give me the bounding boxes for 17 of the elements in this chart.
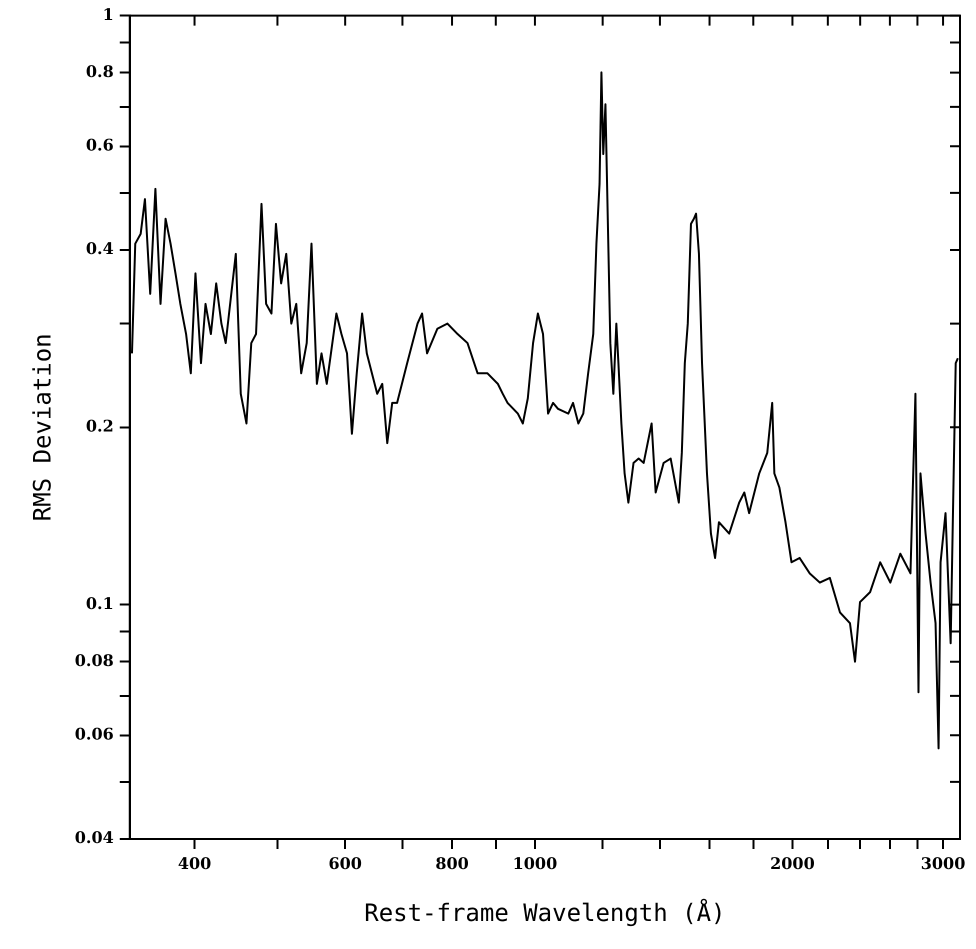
x-axis-title: Rest-frame Wavelength (Å) [364, 898, 726, 927]
y-tick-label: 0.1 [86, 594, 114, 613]
y-tick-label: 0.6 [86, 135, 114, 154]
y-tick-label: 0.08 [74, 650, 114, 670]
x-tick-label: 3000 [920, 854, 966, 873]
x-tick-label: 2000 [770, 854, 815, 873]
x-tick-label: 1000 [512, 854, 558, 873]
y-tick-label: 0.04 [74, 828, 114, 848]
y-tick-label: 0.4 [86, 239, 114, 258]
y-tick-label: 0.8 [86, 62, 114, 81]
y-tick-label: 0.2 [86, 416, 114, 436]
x-tick-label: 600 [328, 854, 362, 873]
y-tick-label: 1 [102, 4, 114, 24]
x-tick-label: 800 [435, 854, 469, 873]
y-axis-title: RMS Deviation [28, 333, 57, 522]
y-tick-label: 0.06 [74, 724, 114, 744]
x-tick-label: 400 [178, 854, 212, 873]
